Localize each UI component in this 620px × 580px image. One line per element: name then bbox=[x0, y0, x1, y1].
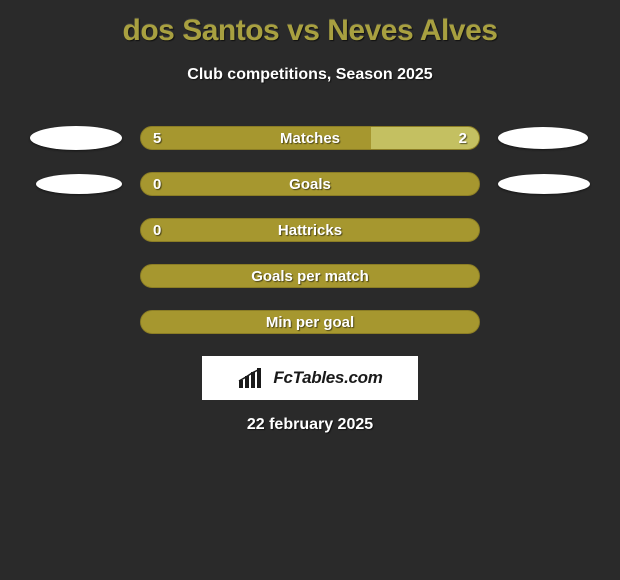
player-right-ellipse bbox=[498, 127, 588, 149]
bar-segment-left bbox=[141, 219, 479, 241]
bar-segment-left bbox=[141, 173, 479, 195]
stat-row: 0Hattricks bbox=[0, 218, 620, 242]
stat-bar: 52Matches bbox=[140, 126, 480, 150]
bar-chart-icon bbox=[237, 366, 267, 390]
stat-bar: Min per goal bbox=[140, 310, 480, 334]
bar-segment-left bbox=[141, 311, 479, 333]
stat-value-left: 0 bbox=[153, 173, 161, 195]
comparison-card: dos Santos vs Neves Alves Club competiti… bbox=[0, 0, 620, 434]
brand-logo: FcTables.com bbox=[202, 356, 418, 400]
stat-rows: 52Matches0Goals0HattricksGoals per match… bbox=[0, 126, 620, 334]
brand-text: FcTables.com bbox=[273, 368, 382, 388]
stat-bar: 0Goals bbox=[140, 172, 480, 196]
page-title: dos Santos vs Neves Alves bbox=[0, 14, 620, 48]
player-right-ellipse bbox=[498, 174, 590, 194]
stat-value-left: 5 bbox=[153, 127, 161, 149]
player-left-ellipse bbox=[36, 174, 122, 194]
stat-bar: 0Hattricks bbox=[140, 218, 480, 242]
stat-value-left: 0 bbox=[153, 219, 161, 241]
stat-value-right: 2 bbox=[459, 127, 467, 149]
stat-row: 0Goals bbox=[0, 172, 620, 196]
date-label: 22 february 2025 bbox=[0, 416, 620, 434]
stat-row: Goals per match bbox=[0, 264, 620, 288]
player-left-ellipse bbox=[30, 126, 122, 150]
bar-segment-left bbox=[141, 127, 371, 149]
stat-row: Min per goal bbox=[0, 310, 620, 334]
stat-row: 52Matches bbox=[0, 126, 620, 150]
stat-bar: Goals per match bbox=[140, 264, 480, 288]
bar-segment-left bbox=[141, 265, 479, 287]
subtitle: Club competitions, Season 2025 bbox=[0, 66, 620, 84]
